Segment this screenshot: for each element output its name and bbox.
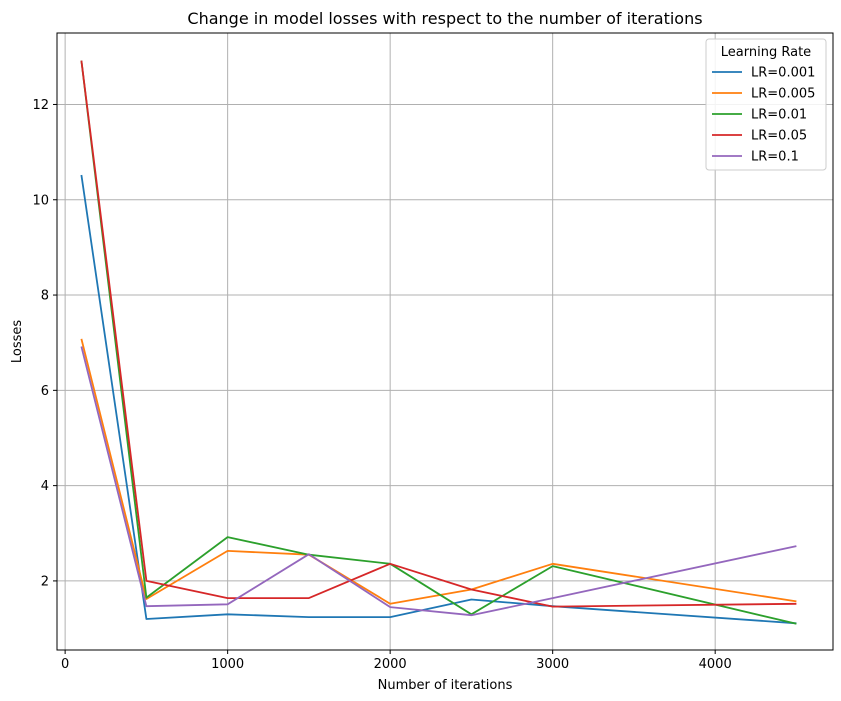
series-line-lr-0-005 <box>80 338 797 605</box>
legend-entry: LR=0.1 <box>751 150 799 165</box>
series-line-lr-0-001 <box>80 174 797 625</box>
x-tick-label: 1000 <box>211 657 244 672</box>
y-tick-label: 8 <box>41 289 49 304</box>
x-tick-label: 2000 <box>374 657 407 672</box>
legend-title: Learning Rate <box>721 45 811 60</box>
x-tick-label: 4000 <box>699 657 732 672</box>
y-tick-label: 4 <box>41 479 49 494</box>
x-axis-label: Number of iterations <box>378 678 513 693</box>
axis-ticks: 0 1000 2000 3000 4000 2 4 6 8 10 12 <box>32 98 731 672</box>
y-axis-label: Losses <box>10 320 25 364</box>
chart-title: Change in model losses with respect to t… <box>187 9 702 28</box>
legend-entry: LR=0.05 <box>751 129 807 144</box>
legend: Learning Rate LR=0.001LR=0.005LR=0.01LR=… <box>705 38 827 171</box>
y-tick-label: 12 <box>32 98 49 113</box>
y-tick-label: 2 <box>41 574 49 589</box>
series-line-lr-0-1 <box>80 346 797 617</box>
x-tick-label: 3000 <box>536 657 569 672</box>
y-tick-label: 10 <box>32 193 49 208</box>
series-line-lr-0-05 <box>80 60 797 608</box>
legend-entry: LR=0.005 <box>751 87 815 102</box>
series-lines <box>80 60 797 625</box>
legend-items: LR=0.001 LR=0.005 LR=0.01 LR=0.05 LR=0.1 <box>712 66 815 165</box>
legend-entry: LR=0.001 <box>751 66 815 81</box>
plot-frame <box>56 32 834 651</box>
legend-entry: LR=0.01 <box>751 108 807 123</box>
series-line-lr-0-01 <box>80 60 797 625</box>
y-tick-label: 6 <box>41 384 49 399</box>
x-tick-label: 0 <box>61 657 69 672</box>
